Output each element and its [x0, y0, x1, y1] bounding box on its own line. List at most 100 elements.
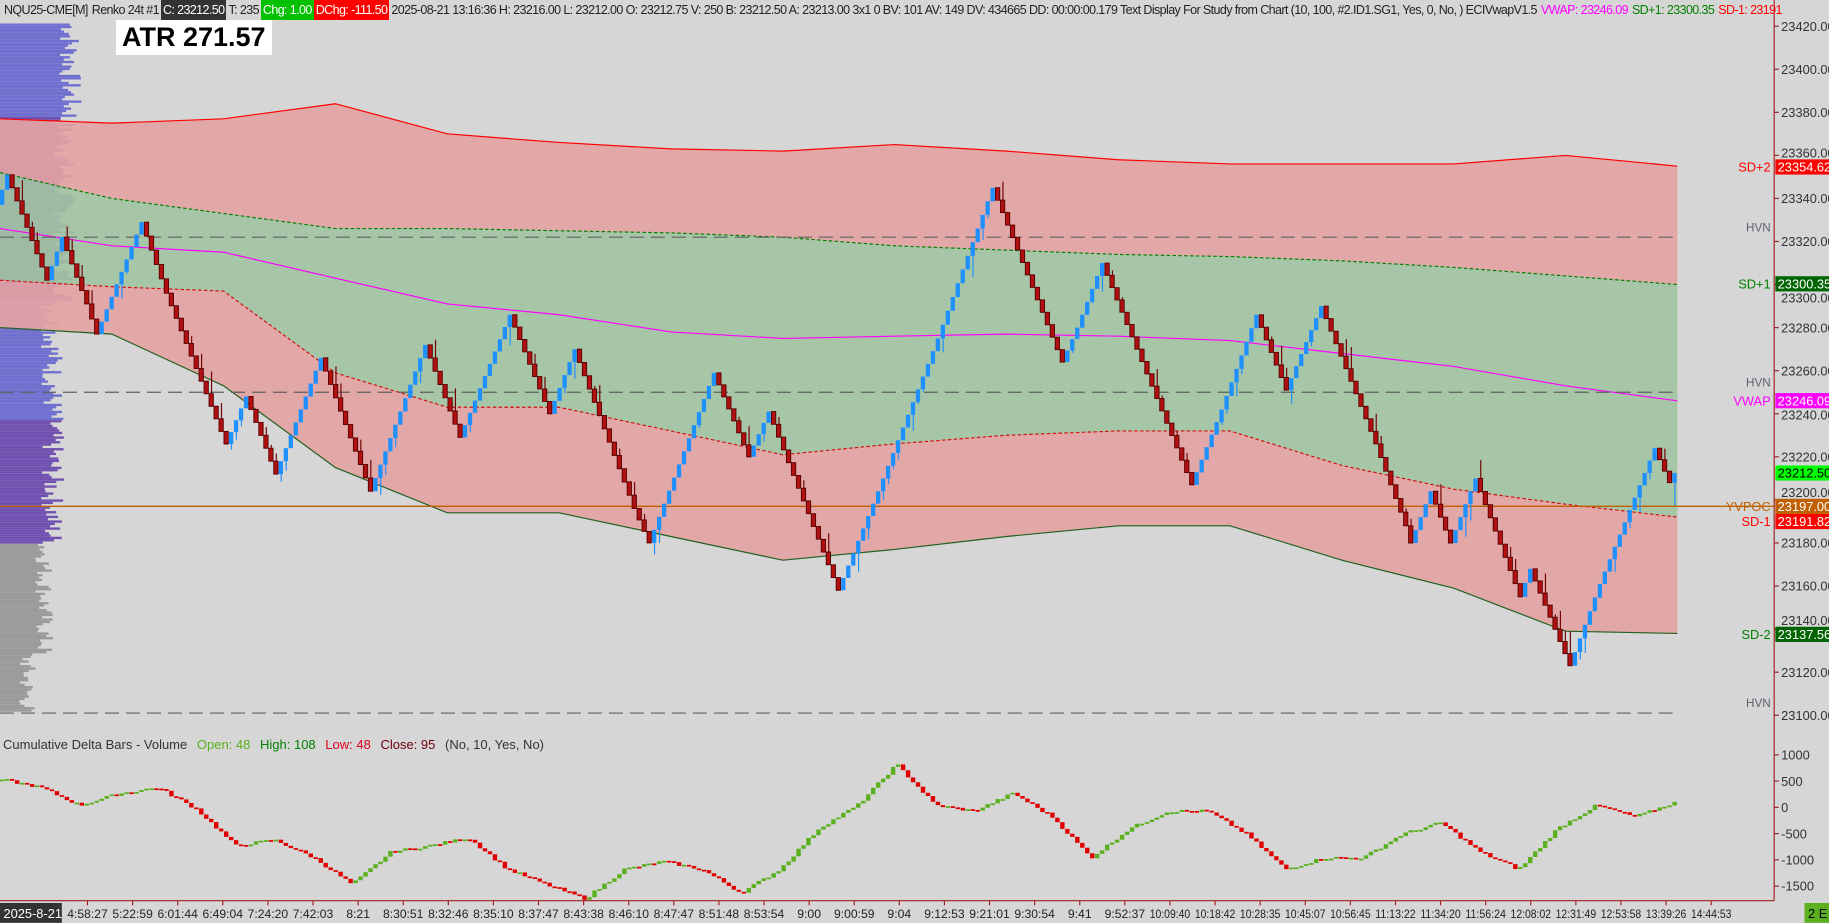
renko-brick-up [1318, 306, 1324, 319]
time-axis[interactable]: 2025-8-21 2 E 4:58:27 5:22:59 6:01:44 6:49:… [0, 900, 1829, 923]
profile-bar [0, 525, 51, 528]
delta-bar-up [657, 861, 662, 864]
renko-brick-down [830, 564, 836, 579]
delta-bar-down [1612, 808, 1618, 811]
profile-bar [0, 702, 21, 705]
delta-bar-up [766, 877, 771, 880]
delta-params: (No, 10, Yes, No) [445, 737, 544, 752]
profile-bar [0, 585, 49, 589]
profile-bar [0, 704, 25, 708]
trades-value: T: 235 [228, 3, 259, 17]
renko-brick-down [1542, 592, 1548, 606]
delta-bar-down [39, 785, 45, 788]
profile-bar [0, 665, 31, 668]
renko-brick-down [14, 187, 20, 202]
delta-bar-up [1368, 851, 1374, 856]
profile-bar [0, 333, 43, 337]
profile-bar [0, 560, 37, 563]
time-label: 10:56:45 [1330, 907, 1371, 921]
profile-bar [0, 576, 40, 579]
delta-bar-down [701, 869, 707, 872]
profile-bar [0, 373, 43, 376]
renko-brick-up [413, 371, 418, 385]
delta-bar-up [462, 839, 468, 842]
delta-bar-up [363, 872, 368, 877]
renko-brick-down [1358, 393, 1364, 407]
delta-bar-up [433, 844, 438, 846]
delta-bar-down [318, 858, 323, 863]
profile-bar [0, 655, 31, 659]
profile-bar [0, 693, 28, 696]
delta-bar-up [1523, 863, 1528, 868]
delta-bar-down [323, 862, 328, 868]
renko-brick-down [616, 454, 622, 470]
delta-bar-up [781, 865, 786, 872]
profile-bar [0, 469, 58, 472]
renko-brick-down [1134, 336, 1140, 350]
profile-bar [0, 396, 54, 400]
profile-bar [0, 63, 63, 66]
renko-brick-down [163, 278, 169, 294]
renko-brick-up [388, 438, 393, 452]
corner-badge[interactable]: 2 E [1808, 906, 1827, 921]
profile-bar [0, 28, 62, 31]
renko-brick-up [955, 283, 960, 298]
profile-bar [0, 385, 55, 388]
renko-brick-up [652, 529, 657, 543]
profile-bar [0, 340, 53, 344]
renko-brick-down [631, 494, 637, 509]
profile-bar [0, 394, 62, 397]
price-axis[interactable]: 23420.00 23400.00 23380.00 23360.00 23340.00… [1726, 19, 1829, 723]
profile-bar [0, 399, 51, 402]
time-label: 13:39:26 [1646, 907, 1687, 921]
delta-bar-down [975, 809, 980, 812]
profile-bar [0, 620, 50, 624]
renko-brick-down [1442, 516, 1449, 531]
delta-bar-up [1592, 804, 1598, 811]
renko-brick-up [293, 422, 298, 436]
delta-bar-down [666, 860, 672, 863]
renko-brick-down [323, 357, 329, 372]
renko-brick-down [825, 551, 831, 566]
delta-bar-up [373, 864, 378, 869]
renko-brick-down [208, 393, 214, 407]
delta-bar-up [1134, 823, 1140, 828]
delta-bar-up [124, 792, 129, 795]
delta-bar-down [268, 840, 274, 842]
renko-brick-up [681, 451, 687, 465]
price-marker-label: SD+1 [1738, 276, 1770, 291]
profile-bar [0, 389, 50, 393]
renko-brick-down [64, 236, 70, 251]
delta-bar-up [831, 819, 836, 825]
delta-bar-down [64, 796, 70, 801]
delta-bar-down [721, 878, 727, 883]
time-label: 6:49:04 [203, 907, 244, 921]
renko-brick-up [1090, 288, 1095, 302]
renko-brick-down [775, 423, 782, 438]
symbol[interactable]: NQU25-CME[M] [4, 3, 88, 17]
profile-bar [0, 452, 56, 456]
renko-brick-down [581, 362, 588, 377]
time-label: 12:31:49 [1556, 907, 1597, 921]
delta-bar-up [1542, 841, 1548, 849]
time-label: 12:08:02 [1511, 907, 1552, 921]
delta-bar-down [706, 870, 712, 874]
renko-brick-down [1393, 484, 1399, 499]
price-tick-label: 23380.00 [1781, 105, 1829, 120]
delta-bar-down [1513, 864, 1518, 870]
time-label: 9:30:54 [1014, 907, 1055, 921]
delta-bar-up [1159, 815, 1165, 818]
delta-bar-up [253, 841, 259, 845]
renko-brick-down [746, 444, 752, 458]
delta-bar-down [1219, 815, 1224, 819]
delta-bar-down [129, 792, 134, 795]
delta-axis[interactable]: 1000 500 0 -500 -1000 -1500 [1774, 748, 1814, 894]
delta-bar-up [632, 866, 637, 869]
delta-bar-down [1025, 798, 1030, 803]
delta-bar-down [716, 876, 722, 879]
delta-bar-up [1199, 809, 1204, 813]
time-label: 8:21 [346, 907, 370, 921]
delta-bar-up [1433, 822, 1438, 825]
delta-bar-up [1408, 830, 1413, 833]
